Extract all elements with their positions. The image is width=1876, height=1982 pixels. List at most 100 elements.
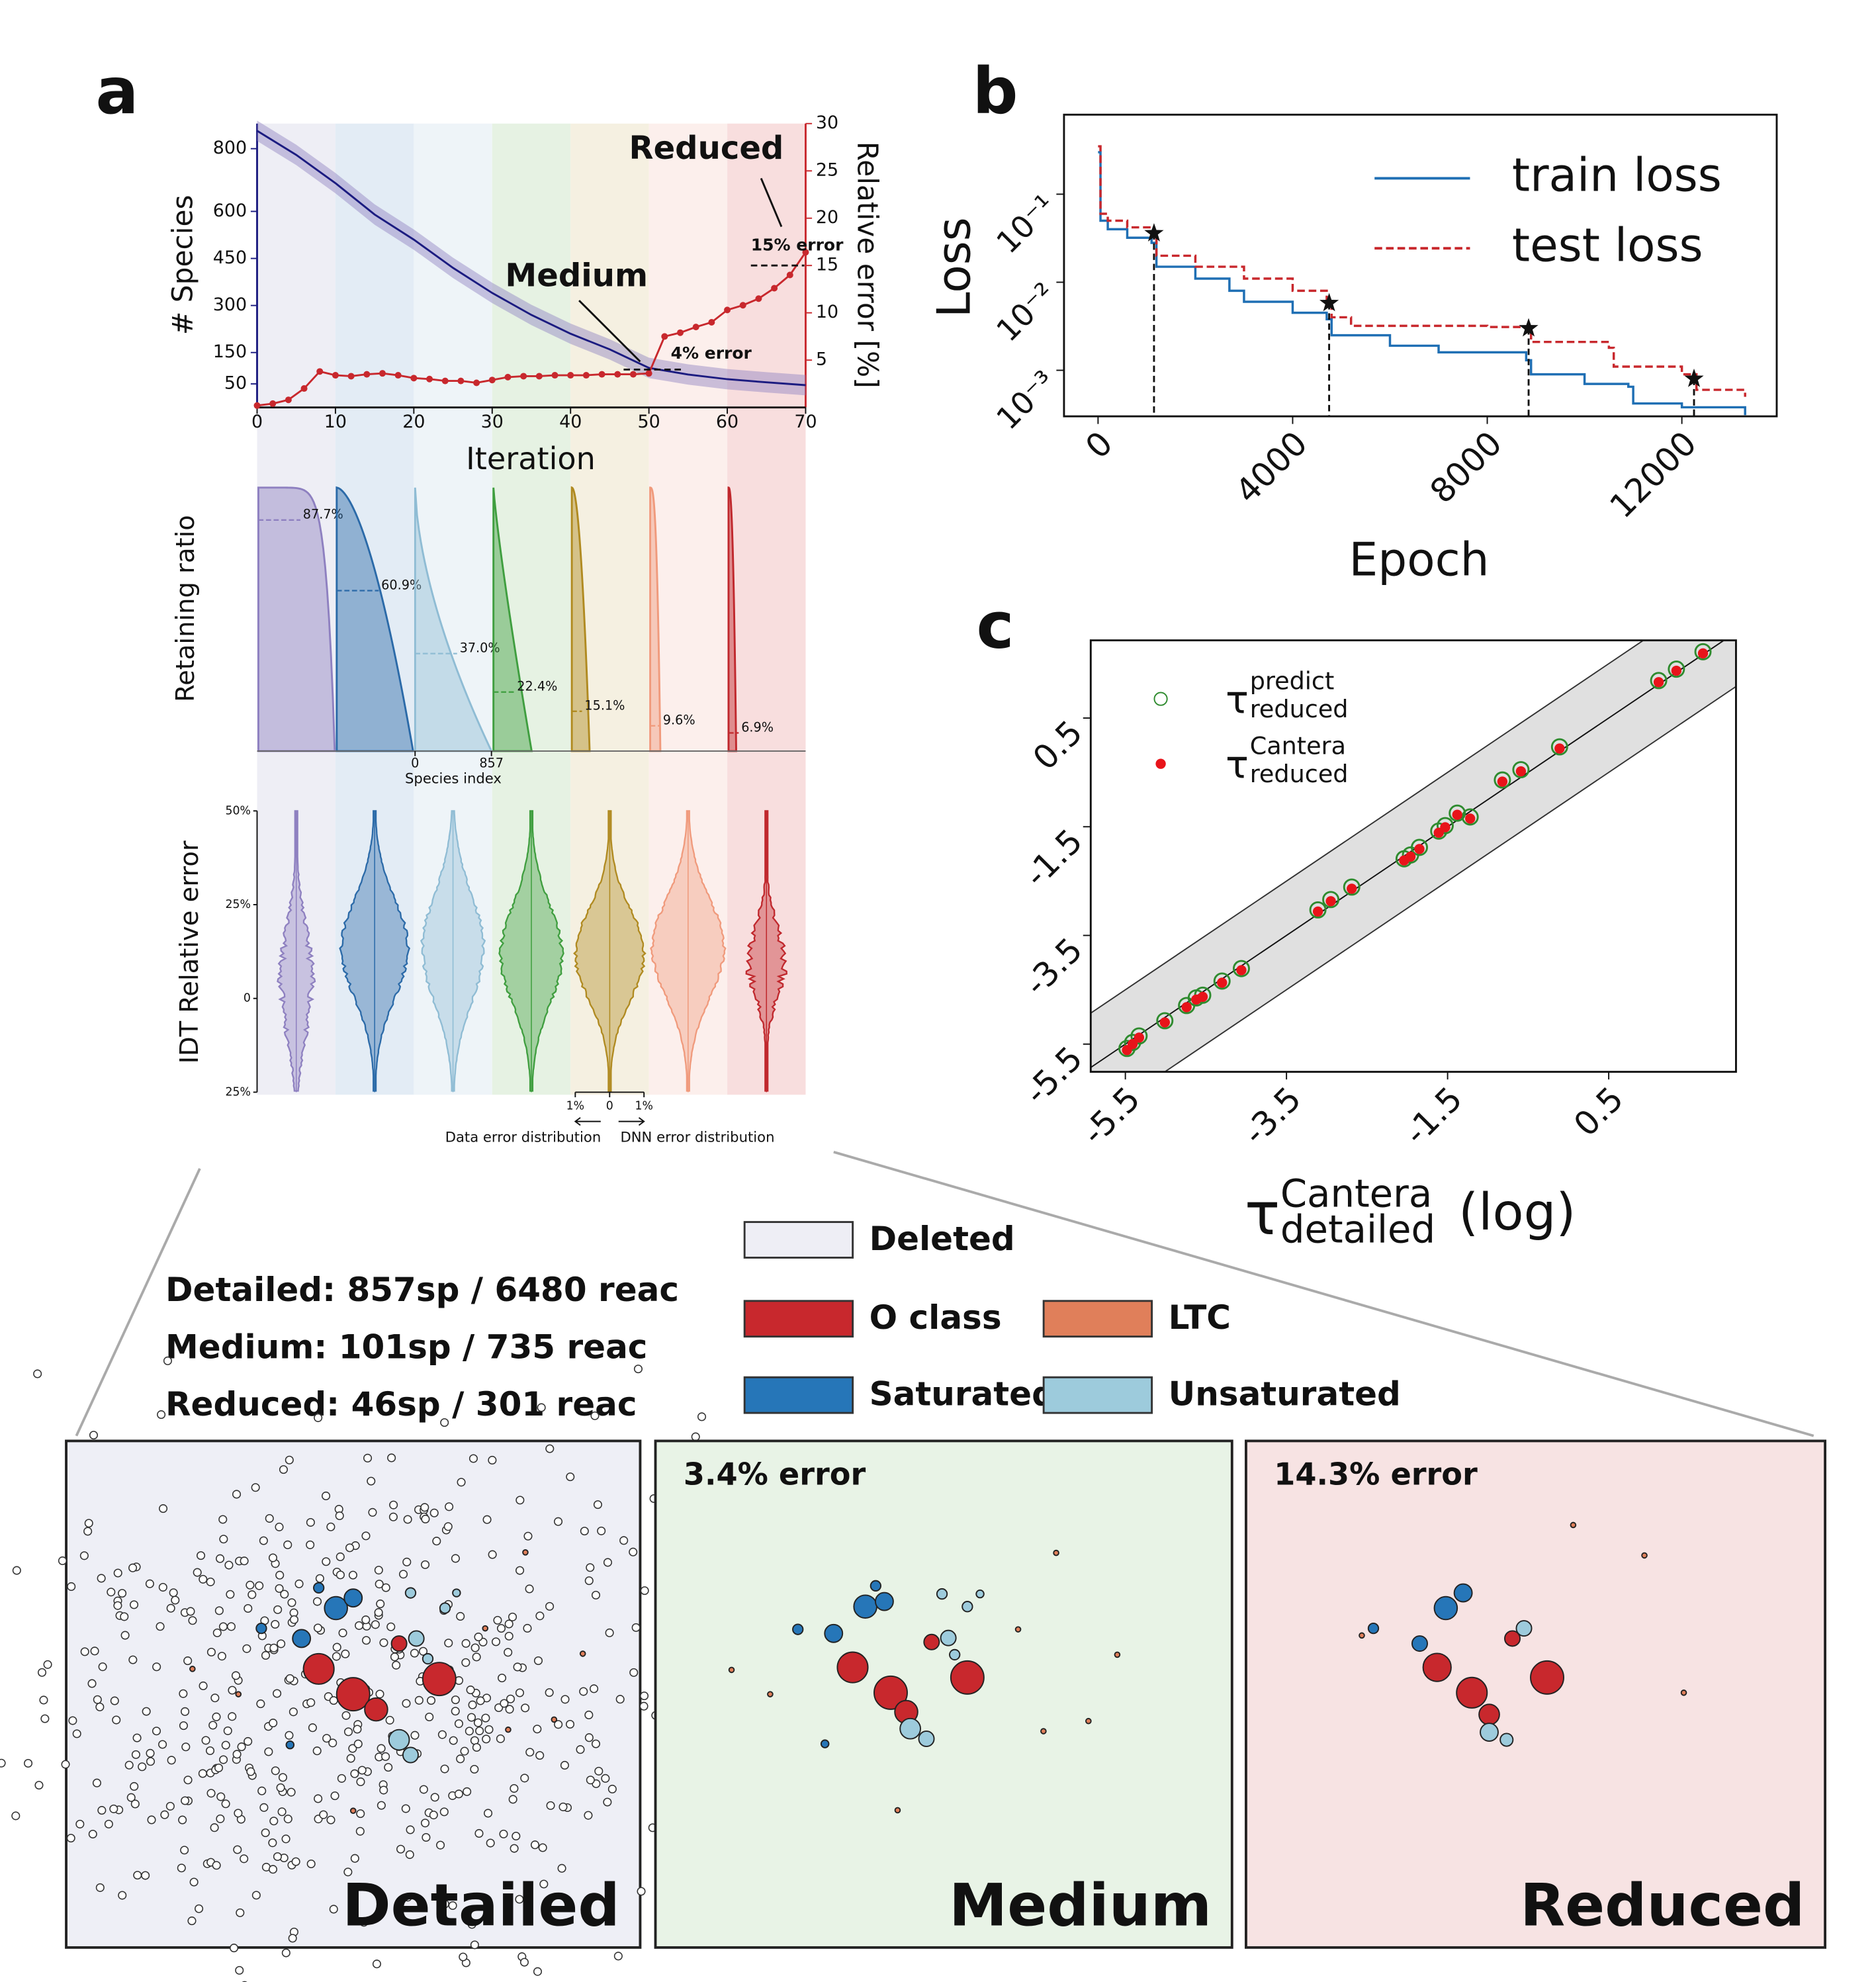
map-panel <box>654 1439 1233 1949</box>
deleted-species <box>219 1755 228 1764</box>
deleted-species <box>381 1752 390 1761</box>
deleted-species <box>231 1671 241 1680</box>
deleted-species <box>141 1871 150 1880</box>
deleted-species <box>146 1757 156 1766</box>
deleted-species <box>566 1472 575 1482</box>
deleted-species <box>363 1453 373 1463</box>
x-tick-label: 40 <box>559 412 582 432</box>
x-tick-label: 8000 <box>1423 424 1509 511</box>
deleted-species <box>326 1522 335 1531</box>
ridge-area <box>727 486 737 752</box>
species-node <box>728 1666 735 1674</box>
deleted-species <box>396 1844 406 1854</box>
deleted-species <box>232 1490 242 1499</box>
species-node <box>1422 1652 1452 1682</box>
x-tick-label: 857 <box>479 756 504 771</box>
y-tick-label: -1.5 <box>1017 822 1090 895</box>
y2-tick-label: 30 <box>816 113 838 133</box>
deleted-species <box>277 1807 287 1817</box>
x-tick-label: 20 <box>402 412 425 432</box>
ratio-label: 87.7% <box>303 507 343 522</box>
legend-sub: reduced <box>1250 695 1349 723</box>
species-node <box>255 1622 267 1635</box>
connector <box>75 1167 201 1437</box>
scatter-point <box>1217 977 1228 988</box>
scale-label: DNN error distribution <box>620 1129 774 1146</box>
deleted-species <box>576 1745 585 1754</box>
deleted-species <box>353 1725 362 1734</box>
deleted-species <box>271 1766 280 1776</box>
deleted-species <box>368 1508 377 1517</box>
deleted-species <box>97 1806 107 1815</box>
deleted-species <box>384 1763 393 1772</box>
deleted-species <box>345 1543 355 1553</box>
panel-label: c <box>977 589 1014 663</box>
species-node <box>408 1630 425 1647</box>
deleted-species <box>210 1693 220 1703</box>
deleted-species <box>214 1763 224 1773</box>
deleted-species <box>104 1819 113 1828</box>
deleted-species <box>335 1511 344 1521</box>
deleted-species <box>515 1895 524 1904</box>
deleted-species <box>322 1557 331 1566</box>
scatter-point <box>1181 1002 1192 1013</box>
deleted-species <box>189 1877 199 1887</box>
scatter-point <box>1515 766 1527 777</box>
deleted-species <box>361 1615 371 1625</box>
panel-label: a <box>96 54 139 128</box>
series-marker <box>661 333 668 340</box>
deleted-species <box>457 1478 466 1487</box>
deleted-species <box>280 1590 289 1599</box>
x-tick-label: 50 <box>638 412 660 432</box>
deleted-species <box>498 1674 507 1683</box>
y2-tick-label: 20 <box>816 207 838 228</box>
deleted-species <box>374 1566 383 1575</box>
deleted-species <box>591 1739 601 1748</box>
scatter-point <box>1554 743 1565 754</box>
x-axis-symbol: τ <box>1245 1180 1280 1248</box>
deleted-species <box>482 1515 492 1524</box>
deleted-species <box>355 1826 365 1836</box>
species-node <box>1641 1552 1648 1559</box>
deleted-species <box>306 1859 316 1869</box>
deleted-species <box>181 1796 190 1805</box>
deleted-species <box>475 1727 484 1736</box>
annotation: Reduced <box>629 130 784 167</box>
deleted-species <box>216 1814 225 1823</box>
deleted-species <box>275 1522 284 1531</box>
legend-label: test loss <box>1512 219 1703 272</box>
ratio-label: 6.9% <box>741 719 774 735</box>
deleted-species <box>640 1691 649 1701</box>
deleted-species <box>437 1730 447 1739</box>
deleted-species <box>538 1843 547 1852</box>
legend-marker <box>1155 758 1166 769</box>
deleted-species <box>459 1952 468 1961</box>
deleted-species <box>590 1411 600 1420</box>
deleted-species <box>515 1496 525 1505</box>
deleted-species <box>465 1727 474 1736</box>
deleted-species <box>488 1455 497 1464</box>
deleted-species <box>124 1760 134 1770</box>
deleted-species <box>603 1558 612 1567</box>
deleted-species <box>283 1540 292 1549</box>
series-line <box>256 130 806 386</box>
deleted-species <box>440 1418 449 1427</box>
deleted-species <box>120 1631 130 1640</box>
deleted-species <box>221 1740 230 1750</box>
deleted-species <box>605 1628 614 1637</box>
deleted-species <box>546 1801 555 1810</box>
deleted-species <box>376 1599 385 1609</box>
deleted-species <box>237 1742 246 1752</box>
legend-swatch <box>1042 1376 1153 1414</box>
deleted-species <box>565 1719 575 1729</box>
deleted-species <box>468 1700 477 1709</box>
deleted-species <box>171 1596 180 1605</box>
legend-swatch <box>743 1221 854 1259</box>
deleted-species <box>109 1804 118 1813</box>
series-marker <box>551 372 558 379</box>
deleted-species <box>353 1739 363 1748</box>
deleted-species <box>533 1967 543 1976</box>
deleted-species <box>138 1762 147 1772</box>
deleted-species <box>165 1801 175 1811</box>
